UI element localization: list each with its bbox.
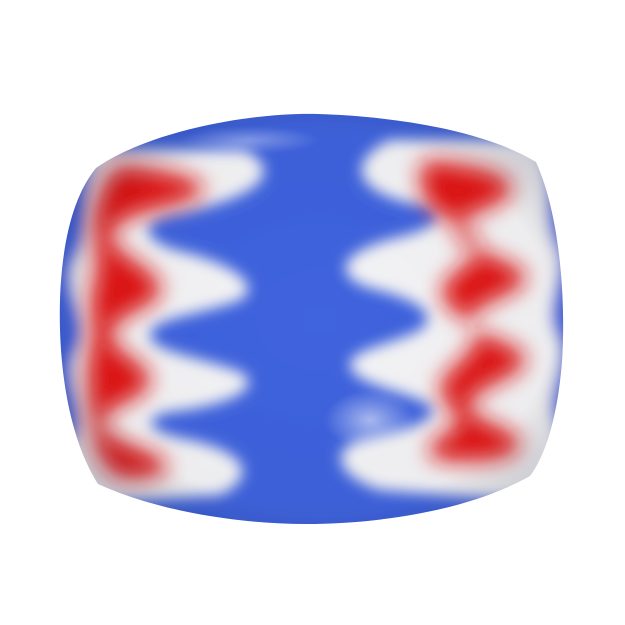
bead-highlight-top [180,126,320,154]
bead-shading [59,113,564,524]
bead-highlight [325,390,415,450]
bead [59,113,564,524]
